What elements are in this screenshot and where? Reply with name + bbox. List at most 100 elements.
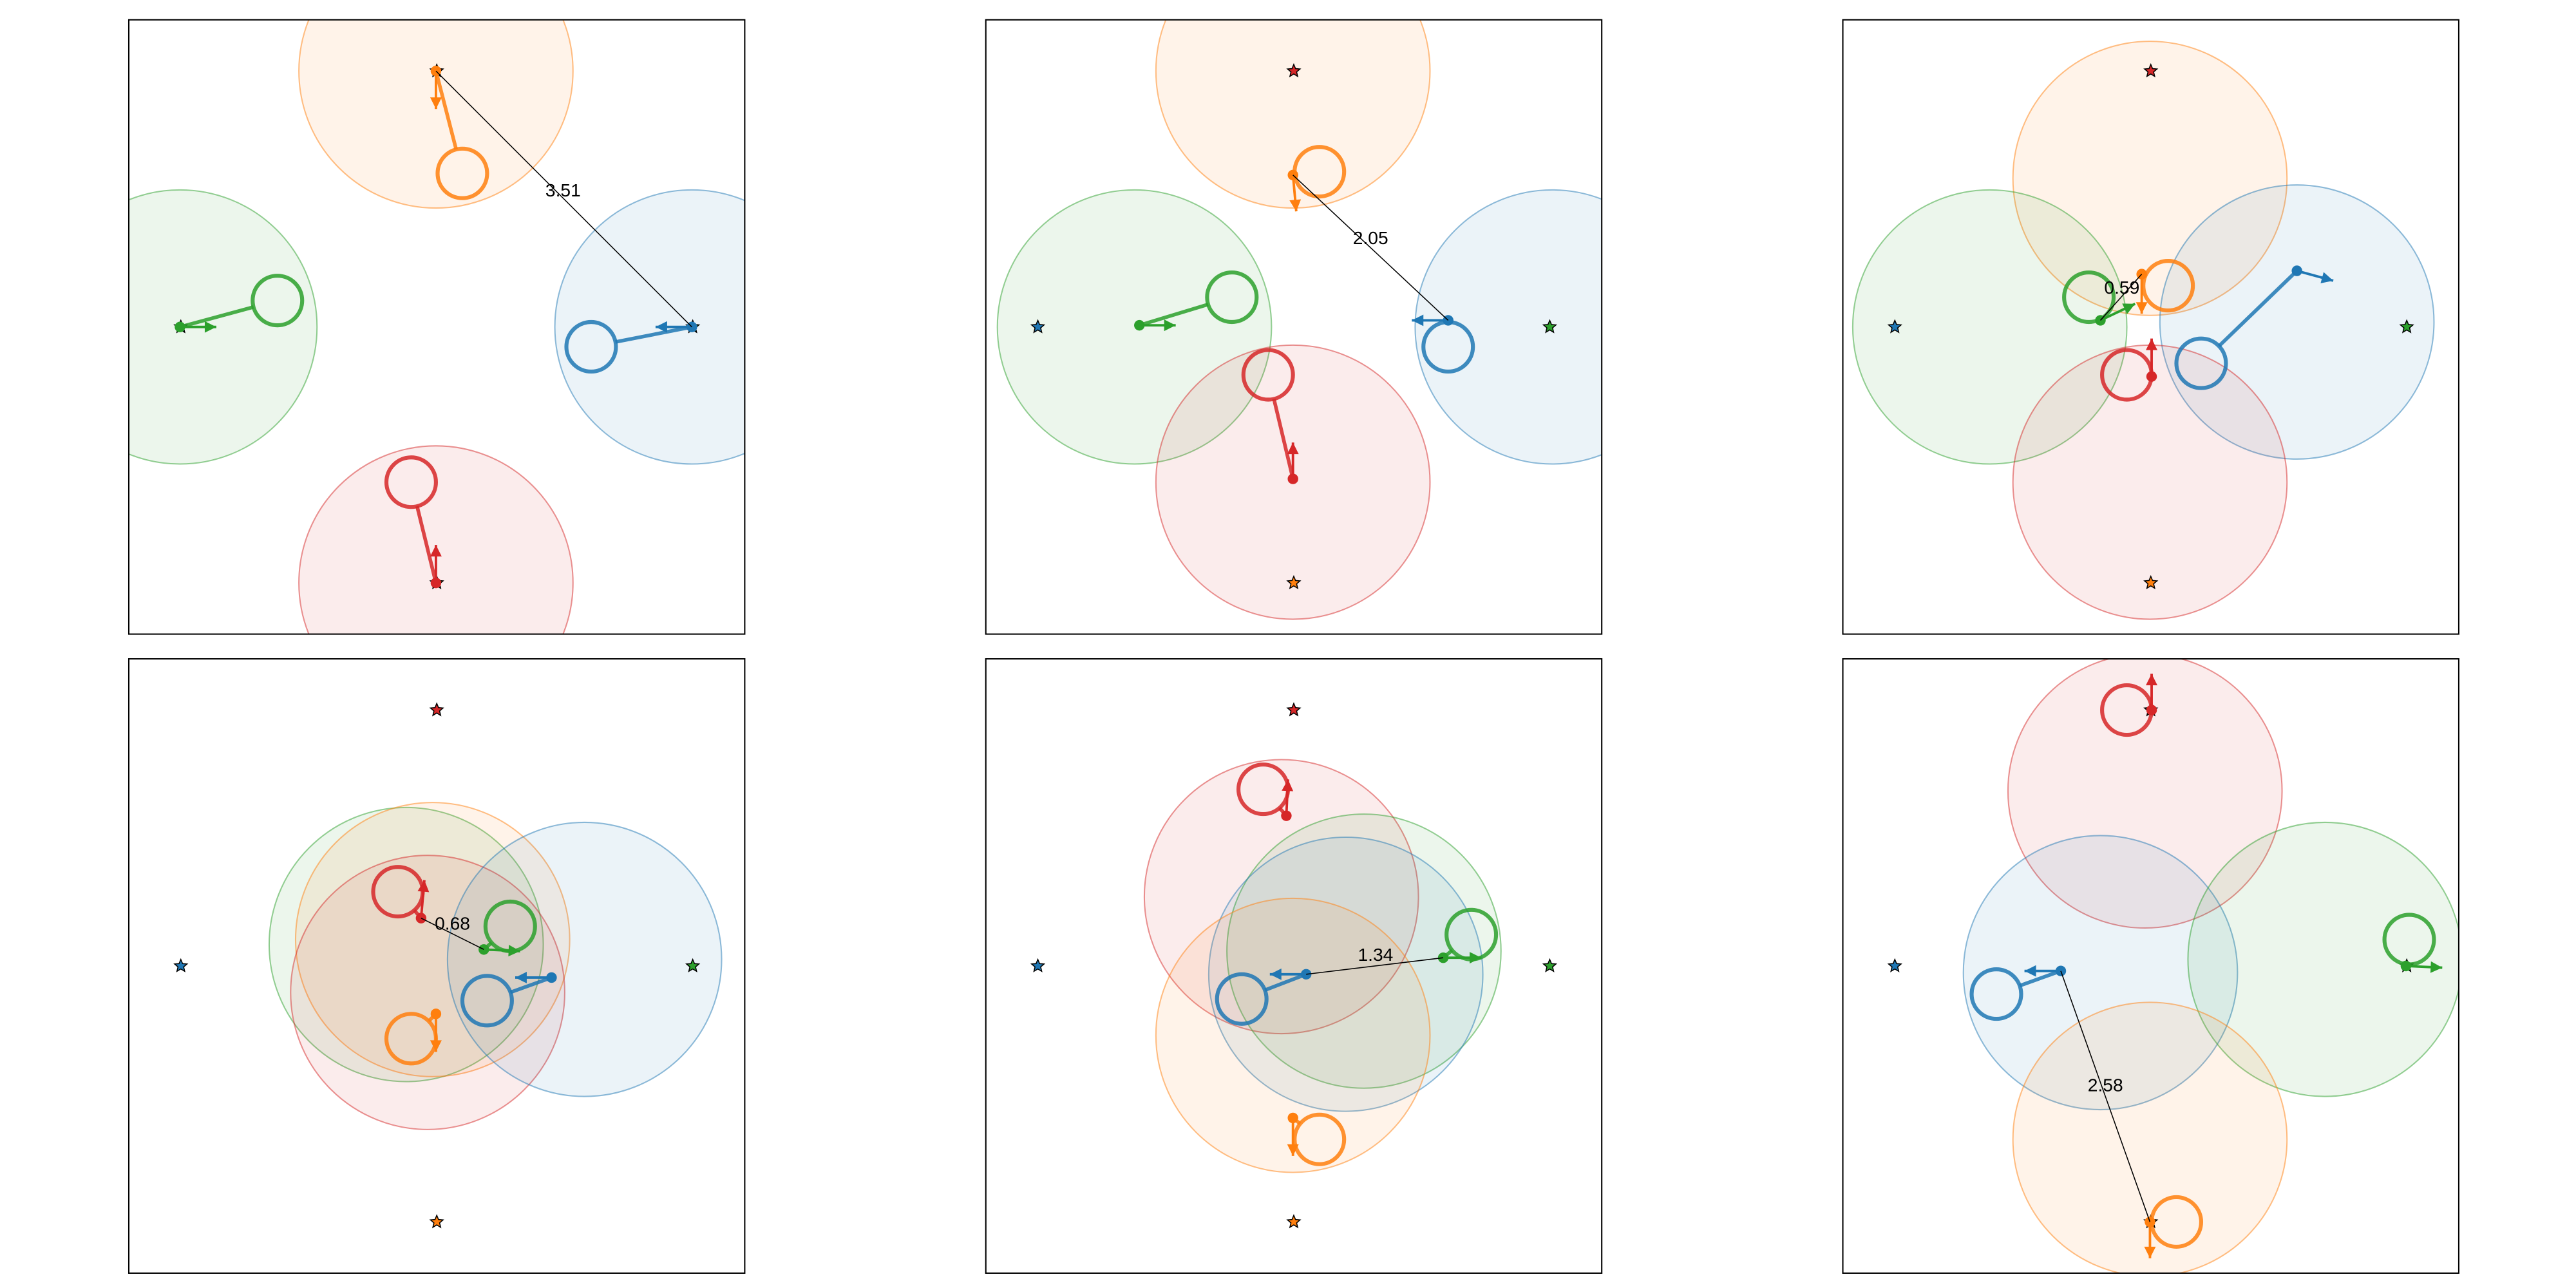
- safety-disk: [298, 19, 574, 209]
- distance-label: 2.05: [1353, 227, 1388, 248]
- arrow-head: [2122, 303, 2136, 314]
- safety-disk: [2159, 184, 2435, 460]
- agent-position: [430, 577, 442, 589]
- trajectory-loop: [1215, 972, 1269, 1026]
- goal-star: [429, 702, 444, 717]
- distance-line: [2099, 274, 2143, 321]
- trajectory-loop: [251, 274, 305, 328]
- panel-frame: [1842, 658, 2459, 1274]
- trajectory-loop: [1293, 1112, 1347, 1166]
- arrow-head: [508, 945, 520, 957]
- arrow-head: [204, 321, 216, 333]
- goal-star: [1542, 319, 1558, 334]
- trajectory-loop: [460, 974, 514, 1028]
- trajectory: [1139, 303, 1209, 327]
- agent-position: [175, 321, 185, 332]
- safety-disk: [1155, 19, 1431, 209]
- trajectory-loop: [2062, 270, 2116, 325]
- panel: 2.58: [1887, 659, 2459, 1273]
- trajectory-loop: [1241, 348, 1295, 402]
- distance-line: [2060, 971, 2151, 1222]
- panel-frame: [1842, 19, 2459, 635]
- trajectory-loop: [2141, 259, 2195, 313]
- arrow-head: [2136, 302, 2148, 314]
- goal-star: [1286, 63, 1302, 78]
- agent-position: [1281, 810, 1292, 821]
- safety-disk: [2187, 821, 2459, 1097]
- distance-label: 0.59: [2104, 277, 2139, 298]
- arrow-head: [1282, 779, 1294, 791]
- arrow-head: [1164, 319, 1176, 332]
- distance-line: [1306, 957, 1444, 975]
- safety-disk: [2012, 1001, 2288, 1273]
- distance-label: 3.51: [545, 180, 581, 200]
- trajectory-loop: [435, 146, 489, 200]
- safety-disk: [2012, 41, 2288, 316]
- trajectory: [509, 976, 553, 994]
- arrow-head: [1287, 442, 1299, 455]
- panel-frame: [985, 19, 1603, 635]
- safety-disk: [1414, 189, 1602, 465]
- trajectory-loop: [384, 455, 439, 509]
- agent-position: [1287, 473, 1298, 484]
- trajectory-loop: [564, 319, 618, 374]
- panel: 3.51: [129, 19, 745, 634]
- arrow-head: [2430, 961, 2443, 973]
- arrow-head: [430, 545, 442, 557]
- goal-star: [1286, 702, 1302, 717]
- goal-star: [429, 1214, 444, 1229]
- panel: 2.05: [996, 19, 1602, 620]
- panel: 1.34: [1030, 702, 1558, 1229]
- safety-disk: [1852, 189, 2128, 465]
- agent-position: [2146, 371, 2157, 382]
- arrow-head: [2146, 674, 2157, 686]
- arrow-head: [515, 971, 527, 983]
- goal-star: [2143, 63, 2159, 78]
- goal-star: [1030, 958, 1046, 972]
- panel: 0.59: [1852, 41, 2435, 620]
- distance-line: [1293, 175, 1449, 321]
- arrow-head: [2320, 272, 2334, 283]
- safety-disk: [268, 806, 544, 1083]
- goal-star: [1286, 574, 1302, 590]
- goal-star: [1286, 1214, 1302, 1229]
- trajectory: [2217, 269, 2298, 348]
- goal-star: [2143, 574, 2159, 590]
- trajectory: [1272, 398, 1295, 480]
- arrow-head: [2024, 965, 2036, 977]
- arrow-head: [655, 321, 667, 333]
- trajectory: [415, 506, 438, 583]
- panel: 0.68: [173, 702, 723, 1229]
- goal-star: [1887, 958, 1902, 972]
- arrow-head: [1470, 952, 1481, 964]
- agent-position: [430, 1009, 442, 1019]
- agent-position: [2146, 705, 2157, 715]
- agent-position: [1287, 1112, 1298, 1124]
- panel-frame: [128, 19, 746, 635]
- arrow-head: [430, 1040, 442, 1052]
- safety-disk: [1208, 836, 1484, 1112]
- distance-label: 0.68: [435, 913, 470, 933]
- distance-label: 1.34: [1358, 944, 1393, 965]
- safety-disk: [1962, 835, 2239, 1111]
- goal-star: [1542, 958, 1558, 972]
- distance-line: [421, 917, 484, 951]
- agent-position: [546, 972, 557, 983]
- safety-disk: [554, 189, 745, 465]
- goal-star: [685, 958, 701, 972]
- agent-position: [1134, 319, 1145, 331]
- safety-disk: [1155, 897, 1431, 1173]
- panel-frame: [128, 658, 746, 1274]
- goal-star: [1030, 319, 1046, 334]
- safety-disk: [298, 445, 574, 634]
- trajectory-loop: [1969, 967, 2023, 1021]
- arrow-head: [430, 97, 442, 109]
- goal-star: [2399, 319, 2414, 334]
- safety-disk: [2007, 659, 2283, 929]
- trajectory-loop: [2174, 336, 2228, 390]
- safety-disk: [446, 821, 723, 1097]
- safety-disk: [1143, 759, 1419, 1035]
- trajectory: [434, 70, 459, 150]
